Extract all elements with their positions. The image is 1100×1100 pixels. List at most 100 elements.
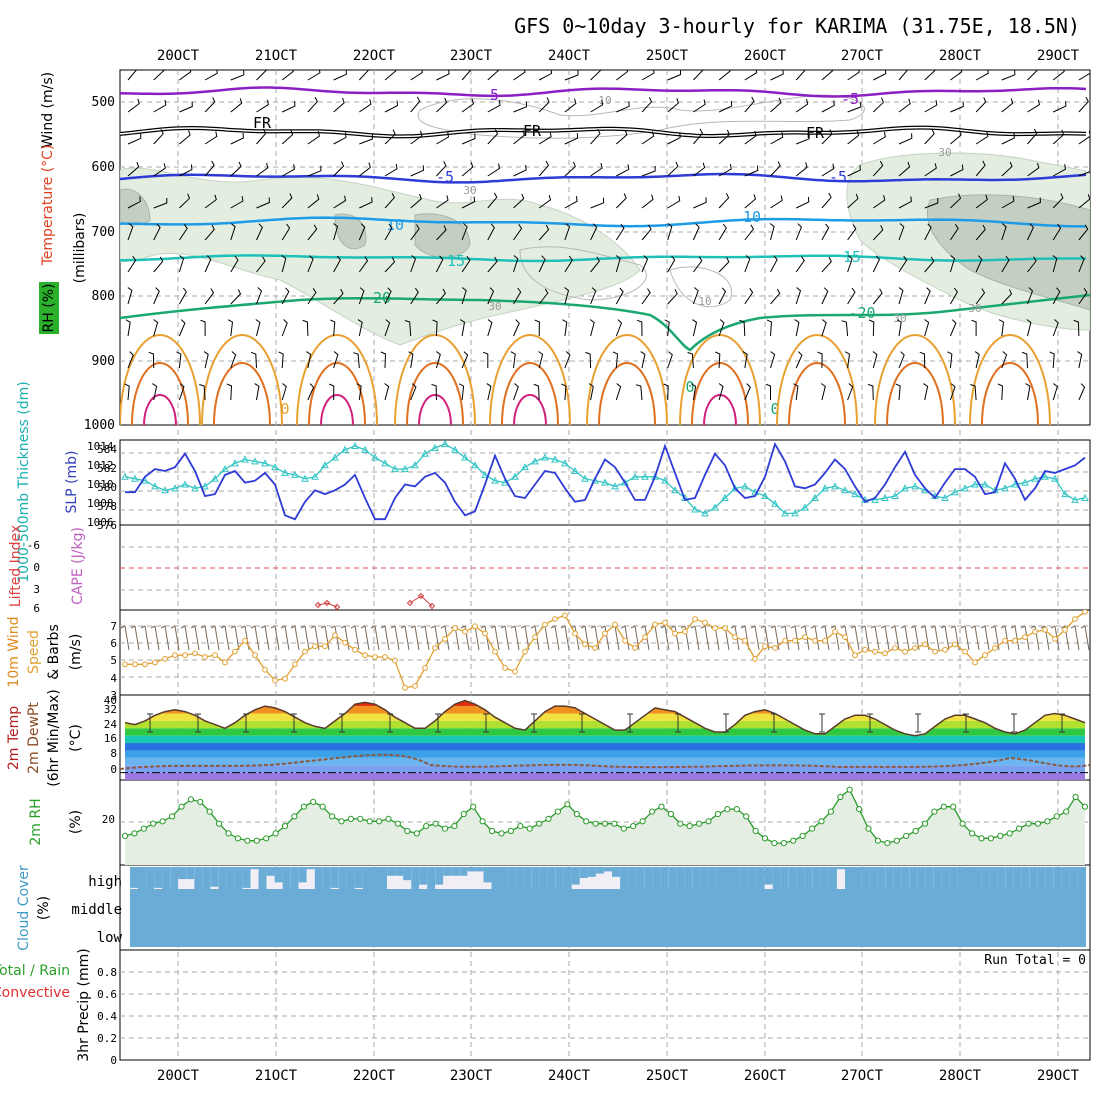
wind-barb [1026, 319, 1032, 337]
wind-barb [641, 166, 656, 177]
wind-barb [872, 255, 880, 273]
wind10-speed-point [602, 630, 608, 637]
thickness-point [531, 457, 539, 465]
thickness-point [401, 465, 409, 473]
thickness-point [1051, 474, 1059, 482]
cape-label: CAPE (J/kg) [70, 527, 86, 605]
y-tick-label: 16 [104, 732, 117, 745]
wind-barb [410, 224, 420, 241]
wind-barb [714, 351, 721, 369]
wind10-barb [210, 625, 220, 651]
wind-barb [793, 383, 799, 401]
wind-barb [589, 319, 595, 337]
wind10-speed-point [482, 630, 488, 637]
rh2m-point [366, 818, 373, 825]
rh2m-point [216, 820, 223, 827]
cloud-high-bar [604, 871, 612, 889]
wind-barb [693, 128, 704, 145]
wind-barb [410, 383, 417, 401]
wind-barb [333, 351, 339, 369]
y-tick-label: 7 [110, 620, 117, 633]
rh2m-point [479, 818, 486, 825]
cloud-high-bg [403, 867, 412, 881]
thickness-point [821, 484, 829, 492]
wind-barb [872, 160, 884, 177]
wind-barb [616, 70, 629, 81]
wind-barb [256, 287, 263, 305]
wind-barb [847, 287, 856, 305]
x-tick-label: 25OCT [646, 1068, 689, 1084]
x-tick-label: 24OCT [548, 1068, 591, 1084]
contour-label: 20 [373, 289, 391, 307]
wind-barb [896, 319, 902, 337]
wind-barb [585, 351, 592, 369]
wind10-speed-point [1032, 628, 1038, 635]
wind-barb [795, 223, 802, 241]
wind10-speed-point [342, 639, 348, 646]
wind10-speed-point [212, 652, 218, 659]
x-tick-label: 21OCT [255, 1068, 298, 1084]
y-tick-label: 0 [110, 1054, 117, 1067]
thickness-point [1001, 484, 1009, 492]
wind-barb [667, 70, 682, 81]
cloud-y-axis: high middle low [71, 874, 122, 946]
wind-barb [408, 351, 414, 369]
wind10-speed-point [1072, 616, 1078, 622]
rh2m-point [705, 818, 712, 825]
y-tick-label: 20 [102, 813, 115, 826]
wind10-barb [370, 625, 380, 651]
thickness-point [521, 463, 529, 471]
rh2m-point [583, 818, 590, 825]
wind-barb [307, 130, 320, 145]
wind-barb [410, 255, 417, 273]
wind10-speed-point [832, 628, 838, 635]
cloud-high-bg [162, 867, 171, 889]
wind-barb [924, 198, 939, 209]
wind10-barb [430, 625, 440, 651]
wind-barb [178, 287, 188, 305]
cloud-high-bg [1045, 867, 1054, 889]
wind-barb [667, 351, 673, 369]
minmax-errorbar [963, 713, 969, 733]
wind-barb [635, 384, 643, 401]
wind-barb [821, 70, 834, 81]
cloud-high-bg [628, 867, 637, 889]
rh2m-point [338, 818, 345, 825]
rh-contour-label: 10 [598, 94, 611, 107]
wind-barb [230, 132, 244, 145]
cloud-high-bg [981, 867, 990, 889]
wind10-speed-point [502, 665, 508, 671]
wind10-barb [590, 625, 600, 651]
wind10-speed-point [1022, 634, 1028, 640]
wind-barb [949, 383, 956, 401]
wind-barb [795, 256, 805, 273]
wind-barb [487, 129, 499, 145]
wind-barb [590, 287, 597, 305]
wind-barb [307, 255, 314, 273]
thickness-point [241, 455, 249, 463]
rh2m-point [856, 806, 863, 813]
rh2m-point [978, 835, 985, 842]
wind-barb [1073, 319, 1080, 337]
wind-barb [590, 256, 601, 273]
y-tick-label: 1010 [87, 478, 114, 491]
cloud-high-bg [146, 867, 155, 889]
cloud-high-bg [893, 867, 902, 889]
rh-contour-label: 30 [968, 302, 981, 315]
wind-barb [431, 383, 437, 401]
cloud-high-bg [740, 867, 749, 889]
rh2m-point [696, 820, 703, 827]
rh2m-point [451, 823, 458, 830]
wind-barb [975, 255, 983, 273]
wind-barb [924, 287, 931, 305]
wind10-speed-point [282, 675, 288, 682]
cloud-high-bg [218, 867, 227, 889]
wind-barb [538, 194, 552, 209]
wind-barb [1027, 256, 1037, 273]
minmax-errorbar [675, 713, 681, 733]
wind10-speed-point [1002, 637, 1008, 644]
wind-barb [564, 351, 571, 369]
wind10-barb [220, 625, 230, 651]
wind-barbs [124, 70, 1090, 401]
wind-barb [692, 223, 700, 241]
